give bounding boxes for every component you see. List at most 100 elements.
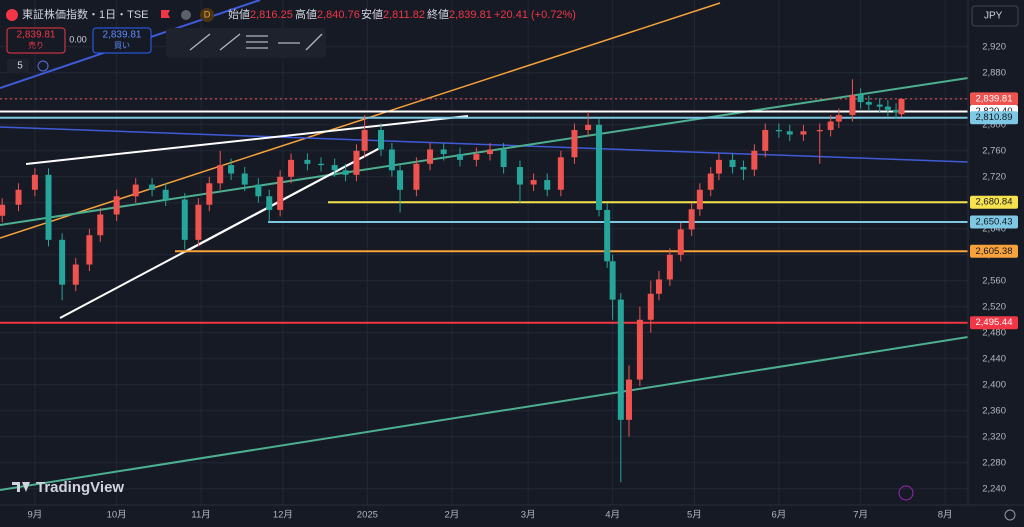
tool-trendline[interactable] [189,33,211,51]
tool-ray[interactable] [219,33,241,51]
candle-body [893,109,900,113]
trend-line [0,2,721,239]
buy-button[interactable] [92,27,152,54]
y-tick-label: 2,800 [982,119,1006,130]
candle-body [655,279,662,294]
flag-icon[interactable] [161,10,170,18]
indicator-toggle[interactable] [7,59,29,73]
sell-button[interactable] [6,27,66,54]
candle-body [304,159,311,164]
candle-body [800,131,807,135]
candle-body [707,173,714,190]
candle-body [715,159,722,174]
x-tick-label: 6月 [771,510,786,521]
x-tick-label: 2月 [444,510,459,521]
x-tick-label: 4月 [605,510,620,521]
candle-body [440,149,447,155]
settings-icon[interactable] [1004,509,1016,521]
candle-body [217,165,224,184]
buy-price: 2,839.81 [103,30,142,41]
y-tick-label: 2,360 [982,405,1006,416]
spread: 0.00 [69,34,87,44]
open-label: 始値 [228,7,250,21]
currency: JPY [984,11,1003,22]
y-tick-label: 2,320 [982,431,1006,442]
symbol[interactable]: 東証株価指数・1日・TSE [22,7,149,21]
candle-body [740,167,747,170]
indicator-icon[interactable] [37,60,49,72]
y-tick-label: 2,880 [982,67,1006,78]
price-tag [970,92,1018,106]
candle-body [762,129,769,151]
candle-body [486,149,493,155]
candle-body [149,184,156,190]
candle-body [0,204,6,216]
candle-body [45,174,52,240]
candle-body [195,204,202,240]
candle-body [500,149,507,168]
candle-body [353,150,360,175]
candle-body [557,157,564,190]
x-tick-label: 2025 [357,510,378,521]
candle-body [585,124,592,130]
high-value: 2,840.76 [317,9,360,21]
x-tick-label: 10月 [107,510,127,521]
candle-body [427,149,434,164]
candle-body [544,180,551,190]
candle-body [688,209,695,230]
flash-icon[interactable] [898,485,914,501]
candle-body [816,129,823,132]
x-tick-label: 12月 [273,510,293,521]
trend-line [25,115,469,165]
trend-line [0,77,969,226]
buy-label: 買い [114,41,130,50]
brand-logo [12,482,30,492]
candle-body [15,189,22,205]
currency-button[interactable] [971,5,1019,27]
candle-body [571,129,578,158]
candle-body [457,154,464,160]
candle-body [113,196,120,215]
candle-body [255,184,262,197]
sell-label: 売り [28,40,44,50]
candle-body [97,214,104,236]
badge-bg [200,8,214,22]
candle-body [228,165,235,174]
drawing-toolbar [166,28,326,58]
x-tick-label: 3月 [521,510,536,521]
y-tick-label: 2,920 [982,41,1006,52]
y-tick-label: 2,440 [982,353,1006,364]
price-tag-label: 2,605.38 [976,246,1013,257]
open-value: 2,816.25 [250,9,293,21]
candle-body [388,149,395,171]
candle-body [86,235,93,265]
tool-extended[interactable] [305,33,323,51]
candle-body [377,129,384,150]
candle-body [604,209,611,262]
badge: D [204,9,211,19]
toolbar-bg [166,28,326,58]
status-dot [181,10,191,20]
candle-body [59,239,66,285]
candle-body [132,184,139,197]
candle-body [898,98,905,115]
y-tick-label: 2,640 [982,223,1006,234]
y-tick-label: 2,720 [982,171,1006,182]
candle-body [397,170,404,190]
brand: TradingView [36,479,124,496]
candle-body [288,159,295,177]
candle-body [318,163,325,166]
candle-body [72,264,79,285]
trend-line [0,126,969,163]
y-tick-label: 2,760 [982,145,1006,156]
candle-body [666,254,673,280]
candle-body [647,293,654,320]
candle-body [241,173,248,185]
candle-body [636,319,643,380]
candle-body [827,121,834,130]
price-tag-label: 2,839.81 [976,93,1013,104]
tool-fib[interactable] [246,35,268,49]
candle-body [596,124,603,210]
price-tag [970,244,1018,258]
